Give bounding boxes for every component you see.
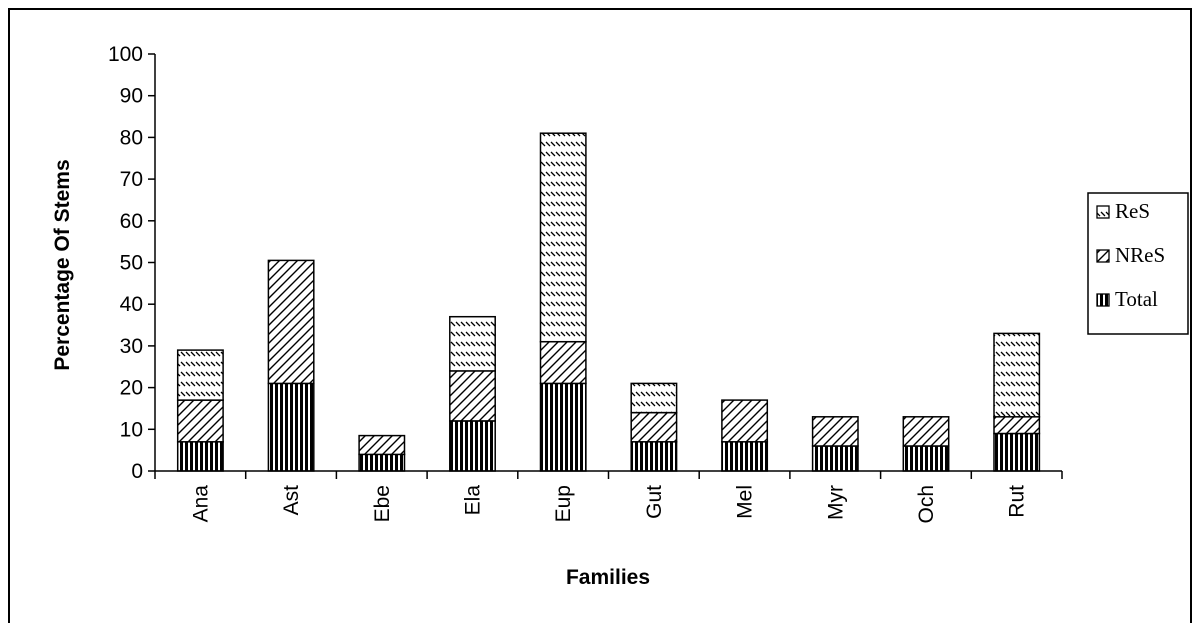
x-tick-label-ast: Ast [280,485,303,516]
x-tick-label-ela: Ela [462,485,485,516]
y-tick-label-30: 30 [120,335,143,358]
x-tick-label-rut: Rut [1006,485,1029,518]
chart-frame [8,8,1192,623]
bar-eup-res [539,132,587,343]
legend-label-nres: NReS [1115,243,1165,267]
legend-swatch-res [1096,205,1110,219]
bar-ela-total [449,420,496,472]
bar-rut-total [993,432,1041,472]
legend-swatch-total [1096,293,1110,307]
bar-eup-nres [539,340,587,385]
bar-och-nres [902,416,950,447]
y-tick-label-70: 70 [120,168,143,191]
legend-swatch-nres [1096,249,1110,263]
bar-ebe-nres [358,434,406,456]
x-tick-label-ebe: Ebe [371,485,394,522]
bar-ela-res [449,315,496,372]
legend-label-total: Total [1115,287,1158,311]
bar-ebe-total [358,453,406,472]
legend-label-res: ReS [1115,199,1150,223]
bar-myr-total [811,445,859,472]
x-tick-label-och: Och [915,485,938,524]
bar-gut-nres [630,411,678,443]
bar-rut-nres [993,416,1041,435]
bar-gut-res [630,382,678,414]
y-tick-label-80: 80 [120,126,143,149]
y-axis-title: Percentage Of Stems [51,159,74,370]
y-axis: 0 10 20 30 40 50 60 70 80 90 100 [108,43,156,483]
bars-group [176,132,1041,472]
bar-ana-nres [176,399,224,443]
bar-ast-total [267,382,315,472]
legend: ReS NReS Total [1087,192,1189,335]
y-tick-label-20: 20 [120,377,143,400]
y-tick-label-90: 90 [120,85,143,108]
bar-eup-total [539,382,587,472]
x-axis-title: Families [566,566,650,589]
bar-ana-res [176,349,224,401]
x-tick-label-mel: Mel [734,485,757,519]
bar-ela-nres [449,370,496,422]
y-tick-label-50: 50 [120,252,143,275]
x-tick-label-eup: Eup [552,485,575,522]
x-tick-label-ana: Ana [189,485,212,523]
x-axis: Ana Ast Ebe Ela Eup Gut Mel Myr Och Rut [154,470,1063,524]
x-tick-label-gut: Gut [643,485,666,519]
bar-mel-total [721,441,769,472]
bar-ast-nres [267,259,315,385]
y-tick-label-60: 60 [120,210,143,233]
bar-ana-total [176,441,224,472]
y-tick-label-40: 40 [120,293,143,316]
y-tick-label-10: 10 [120,418,143,441]
y-tick-label-0: 0 [131,460,143,483]
bar-och-total [902,445,950,472]
bar-gut-total [630,441,678,472]
y-tick-label-100: 100 [108,43,143,66]
bar-myr-nres [811,416,859,447]
bar-rut-res [993,332,1041,418]
x-tick-label-myr: Myr [824,485,847,520]
bar-mel-nres [721,399,769,443]
